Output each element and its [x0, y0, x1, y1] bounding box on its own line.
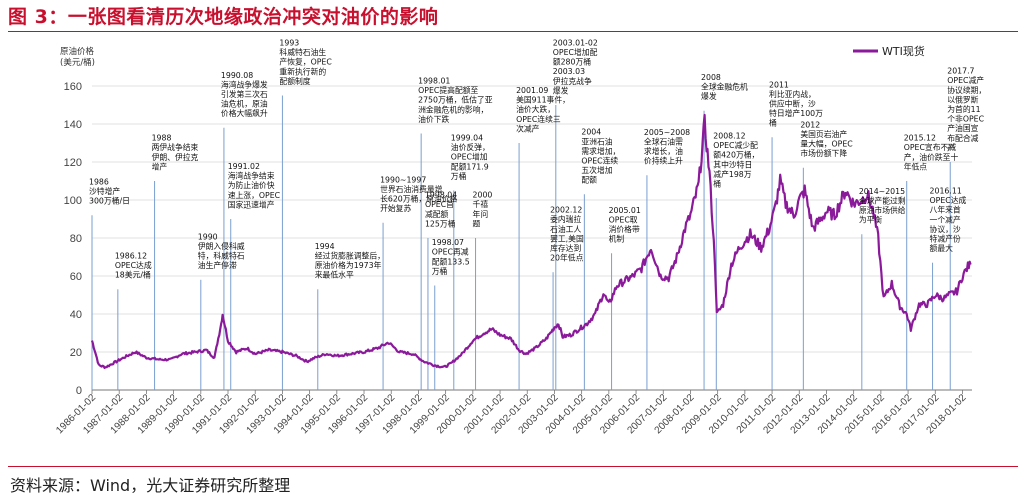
annotation-text: 1990.08 海湾战争爆发引发第三次石油危机，原油价格大幅飙升	[221, 71, 268, 118]
y-tick-label: 40	[70, 309, 82, 321]
y-tick-label: 120	[64, 157, 82, 169]
annotation-text: 1999.04 油价反弹， OPEC增加配额171.9 万桶	[451, 134, 490, 181]
annotation-text: 2005.01 OPEC取消价格带机制	[609, 206, 641, 244]
y-tick-label: 100	[64, 195, 82, 207]
y-axis-label: 原油价格	[60, 46, 95, 57]
annotation-text: 2004 亚洲石油需求增加， OPEC连续五次增加配额	[581, 128, 620, 185]
y-tick-label: 20	[70, 347, 82, 359]
annotation-text: 1986 沙特增产 300万桶/日	[89, 177, 130, 205]
legend-label: WTI现货	[882, 44, 925, 58]
source-rule	[8, 466, 1018, 467]
annotation-text: 1990~1997 世界石油消费量增长620万桶，原油价格开始复苏	[380, 175, 457, 213]
wti-series-line	[90, 113, 972, 369]
annotation-text: 2017.7 OPEC减产协议续期，以俄罗斯为首的11 个非OPEC 产油国宣布配合减…	[947, 67, 986, 153]
annotation-text: 1994 经过货膨胀调整后，原油价格为1973年来最低水平	[315, 242, 385, 280]
annotation-text: 2003.01-02 OPEC增加配额280万桶 2003.03 伊拉克战争爆发	[553, 38, 598, 95]
annotation-text: 1998.04 OPEC首减配额 125万桶	[425, 191, 457, 229]
annotation-text: 1986.12 OPEC达成 18美元/桶	[115, 252, 152, 280]
title-rule	[8, 31, 1018, 32]
source-note: 资料来源：Wind，光大证券研究所整理	[10, 476, 291, 495]
annotation-text: 2008 全球金融危机爆发	[701, 73, 748, 101]
annotation-text: 2002.12 委内瑞拉石油工人罢工,美国库存达到 20年低点	[550, 206, 584, 263]
annotation-text: 2012 美国页岩油产量大幅，OPEC 市场份额下降	[800, 120, 853, 158]
annotation-text: 1993 科威特石油生产恢复，OPEC 重新执行新的配额制度	[279, 39, 332, 86]
annotation-text: 2008.12 OPEC减少配额420万桶，其中沙特日减产198万桶	[713, 132, 759, 189]
annotation-text: 2014~2015 全球产能过剩原油市场供给为平衡	[859, 187, 906, 225]
annotation-text: 2016.11 OPEC达成八年来首一个减产协议，沙特减产份额最大	[930, 187, 967, 254]
figure-title: 图 3：一张图看清历次地缘政治冲突对油价的影响	[8, 6, 439, 28]
annotation-text: 2001.09 美国911事件，油价大跌， OPEC连续三次减产	[516, 86, 570, 133]
annotation-text: 1991.02 海湾战争结束为防止油价快速上涨，OPEC 国家迅速增产	[228, 162, 281, 209]
annotation-text: 1998.07 OPEC再减配额133.5 万桶	[432, 238, 470, 276]
y-tick-label: 160	[64, 81, 82, 93]
annotation-text: 2015.12 OPEC宣布不减产，油价跌至十年低点	[904, 134, 959, 172]
annotation-text: 1988 两伊战争结束伊朗、伊拉克增产	[152, 134, 199, 172]
annotation-text: 1998.01 OPEC提高配额至 2750万桶，低估了亚洲金融危机的影响，油价下跌	[418, 77, 493, 124]
annotation-text: 2000 千禧年问题	[473, 191, 493, 229]
y-axis-label: (美元/桶)	[60, 57, 95, 68]
y-tick-label: 0	[76, 385, 82, 397]
annotation-text: 2005~2008 全球石油需求增长，油价持续上升	[644, 128, 690, 166]
y-tick-label: 60	[70, 271, 82, 283]
y-tick-label: 80	[70, 233, 82, 245]
annotation-text: 1990 伊朗入侵科威特，科威特石油生产停滞	[198, 232, 245, 270]
annotation-text: 2011 利比亚内战，供应中断，沙特日增产100万桶	[769, 80, 823, 127]
oil-price-chart: 020406080100120140160原油价格(美元/桶)1986-01-0…	[54, 38, 986, 436]
y-tick-label: 140	[64, 119, 82, 131]
